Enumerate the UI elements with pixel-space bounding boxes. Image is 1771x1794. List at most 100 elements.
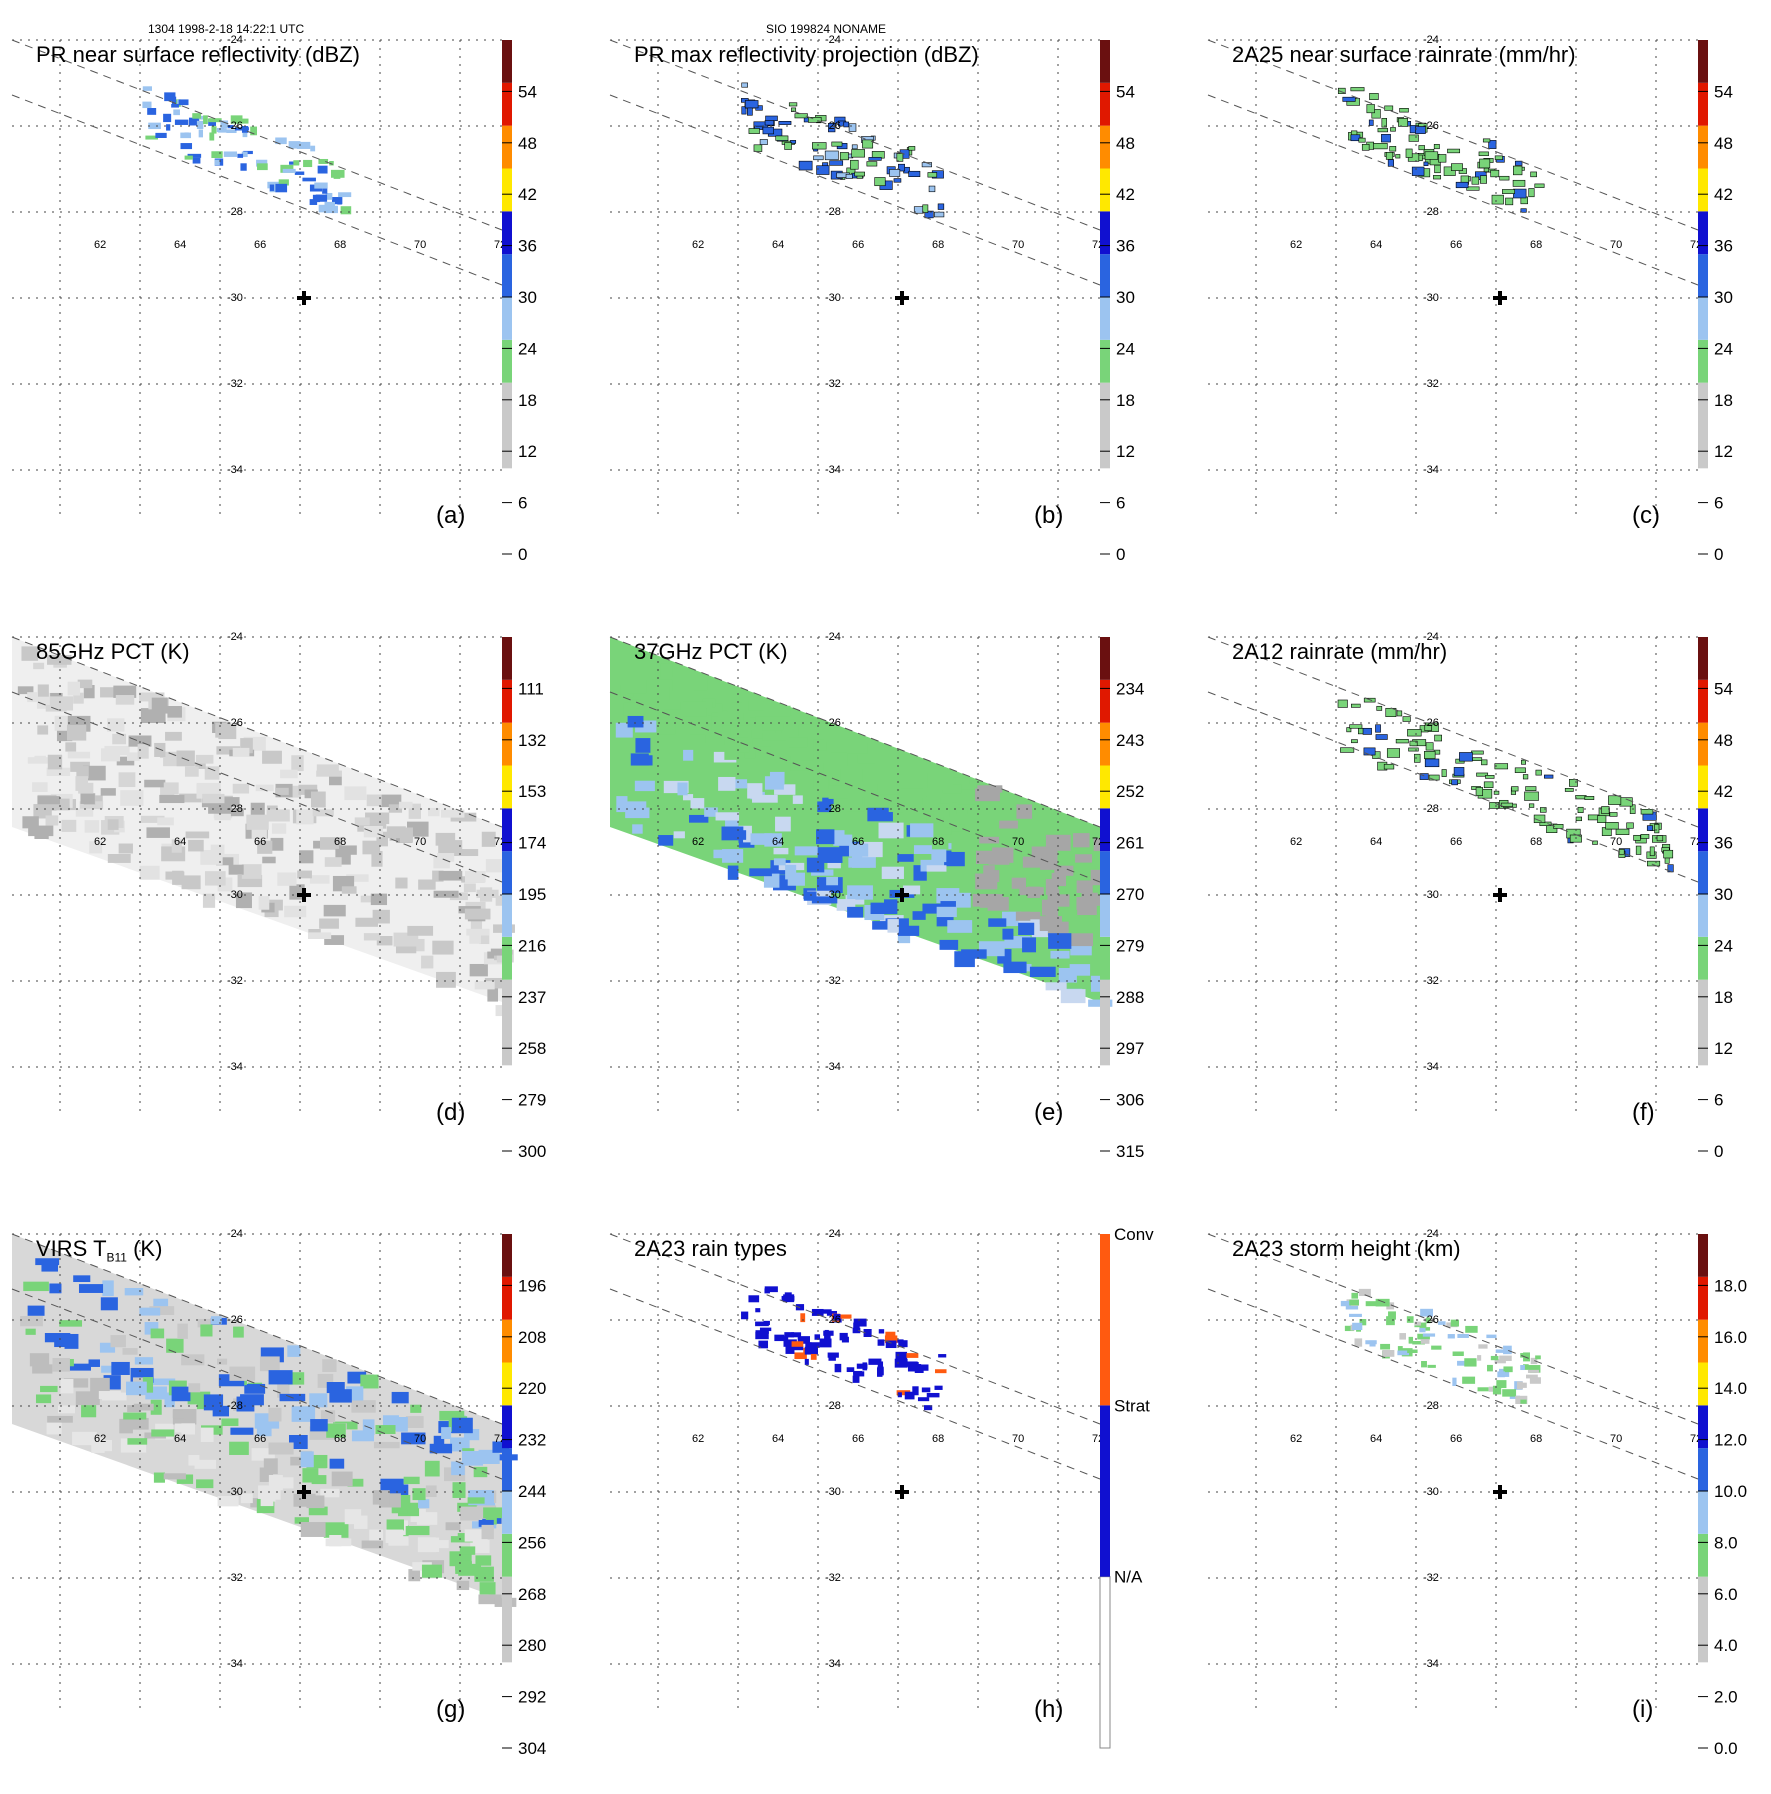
pixel-cell [465, 871, 486, 883]
swath-edge-line [1207, 1288, 1699, 1480]
colorbar-tick-label: 315 [1116, 1142, 1144, 1161]
pixel-cell [112, 733, 127, 745]
pixel-cell [197, 1318, 211, 1328]
rain-cell [914, 1365, 924, 1373]
pixel-cell [836, 899, 856, 911]
rain-cell [1513, 165, 1523, 176]
pixel-cell [627, 715, 644, 728]
colorbar-segment [502, 382, 512, 426]
pixel-cell [32, 782, 48, 793]
colorbar-tick-label: 18 [1714, 391, 1733, 410]
rain-cell [1502, 189, 1515, 194]
pixel-cell [927, 801, 940, 812]
pixel-cell [408, 1569, 421, 1582]
colorbar-segment [1100, 125, 1110, 169]
rain-cell [814, 1334, 821, 1340]
pixel-cell [403, 1476, 420, 1485]
rain-cell [1381, 117, 1387, 128]
pixel-cell [903, 885, 921, 895]
pixel-cell [479, 1582, 496, 1595]
rain-cell [1524, 791, 1539, 801]
pixel-cell [66, 724, 87, 741]
pixel-cell [693, 677, 708, 691]
pixel-cell [116, 756, 135, 766]
lat-tick-label: -24 [1423, 34, 1439, 46]
rain-cell [755, 1321, 769, 1327]
lat-tick-label: -28 [825, 206, 841, 218]
pixel-cell [25, 1328, 36, 1335]
pixel-cell [287, 1345, 301, 1357]
rain-cell [833, 1313, 841, 1321]
colorbar-segment [1100, 1405, 1110, 1577]
pixel-cell [84, 820, 100, 833]
pixel-cell [1011, 877, 1026, 889]
panel-label: (b) [1034, 502, 1064, 529]
pixel-cell [61, 819, 77, 832]
pixel-cell [410, 1404, 422, 1413]
lon-tick-label: 70 [1012, 1433, 1024, 1445]
pixel-cell [134, 1357, 154, 1365]
rain-cell [1362, 727, 1372, 735]
colorbar-tick-label: 288 [1116, 988, 1144, 1007]
pixel-cell [478, 1594, 502, 1605]
lon-tick-label: 66 [852, 239, 864, 251]
colorbar-segment [1698, 1448, 1708, 1491]
pixel-cell [999, 820, 1018, 829]
pixel-cell [232, 747, 250, 757]
rain-cell [1389, 146, 1397, 152]
rain-cell [1366, 104, 1375, 114]
lon-tick-label: 70 [1012, 836, 1024, 848]
rain-cell [242, 132, 248, 138]
pixel-cell [833, 834, 853, 846]
map-c: 62 64 66 68 70 72-24-26-28-30-32-340612182430… [1207, 34, 1733, 564]
colorbar-segment [1698, 1533, 1708, 1577]
rain-cell [1386, 1302, 1395, 1310]
title-subscript: B11 [106, 1250, 127, 1265]
pixel-cell [797, 775, 816, 790]
pixel-cell [341, 886, 357, 894]
colorbar-segment [502, 1234, 512, 1277]
pixel-cell [181, 875, 201, 890]
lat-tick-label: -30 [1423, 889, 1439, 901]
pixel-cell [1039, 916, 1062, 932]
colorbar-segment [502, 1065, 512, 1109]
rain-cell [180, 143, 193, 150]
pixel-cell [46, 767, 71, 776]
rain-cell [1398, 118, 1408, 127]
rain-cell [856, 1363, 868, 1369]
pixel-cell [1060, 989, 1086, 1004]
pixel-cell [275, 787, 289, 795]
pixel-cell [258, 896, 270, 910]
panel-g: 62 64 66 68 70 72 -24 -26 -28 -30 -32 -34 304 292 280 2… [11, 1228, 572, 1794]
lat-tick-label: -32 [227, 1572, 243, 1584]
pixel-cell [1003, 961, 1027, 974]
pixel-cell [91, 1437, 105, 1453]
rain-cell [1503, 1366, 1513, 1373]
pixel-cell [322, 1359, 337, 1372]
colorbar-segment [502, 254, 512, 297]
rain-cell [843, 121, 850, 128]
rain-cell [1383, 763, 1395, 770]
pixel-cell [452, 1482, 466, 1498]
pixel-cell [255, 784, 274, 792]
colorbar-tick-label: 292 [518, 1688, 546, 1707]
pixel-cell [957, 789, 980, 805]
rain-cell [1409, 740, 1418, 747]
rain-cell [1388, 1311, 1396, 1320]
rain-cell [325, 192, 333, 200]
pixel-cell [37, 796, 60, 805]
rain-cell [1520, 1353, 1526, 1358]
rain-cell [853, 1318, 867, 1327]
rain-cell [314, 182, 328, 189]
swath-edge-line [609, 39, 1101, 231]
pixel-cell [922, 797, 941, 805]
rain-cell [862, 139, 874, 149]
colorbar-segment [1100, 511, 1110, 554]
colorbar-tick-label: 300 [518, 1142, 546, 1161]
rain-cell [1419, 773, 1429, 780]
pixel-cell [436, 971, 456, 988]
colorbar-tick-label: 6 [1714, 1091, 1723, 1110]
rain-cell [1420, 1308, 1434, 1317]
pixel-cell [948, 777, 970, 785]
rain-cell [329, 160, 334, 166]
